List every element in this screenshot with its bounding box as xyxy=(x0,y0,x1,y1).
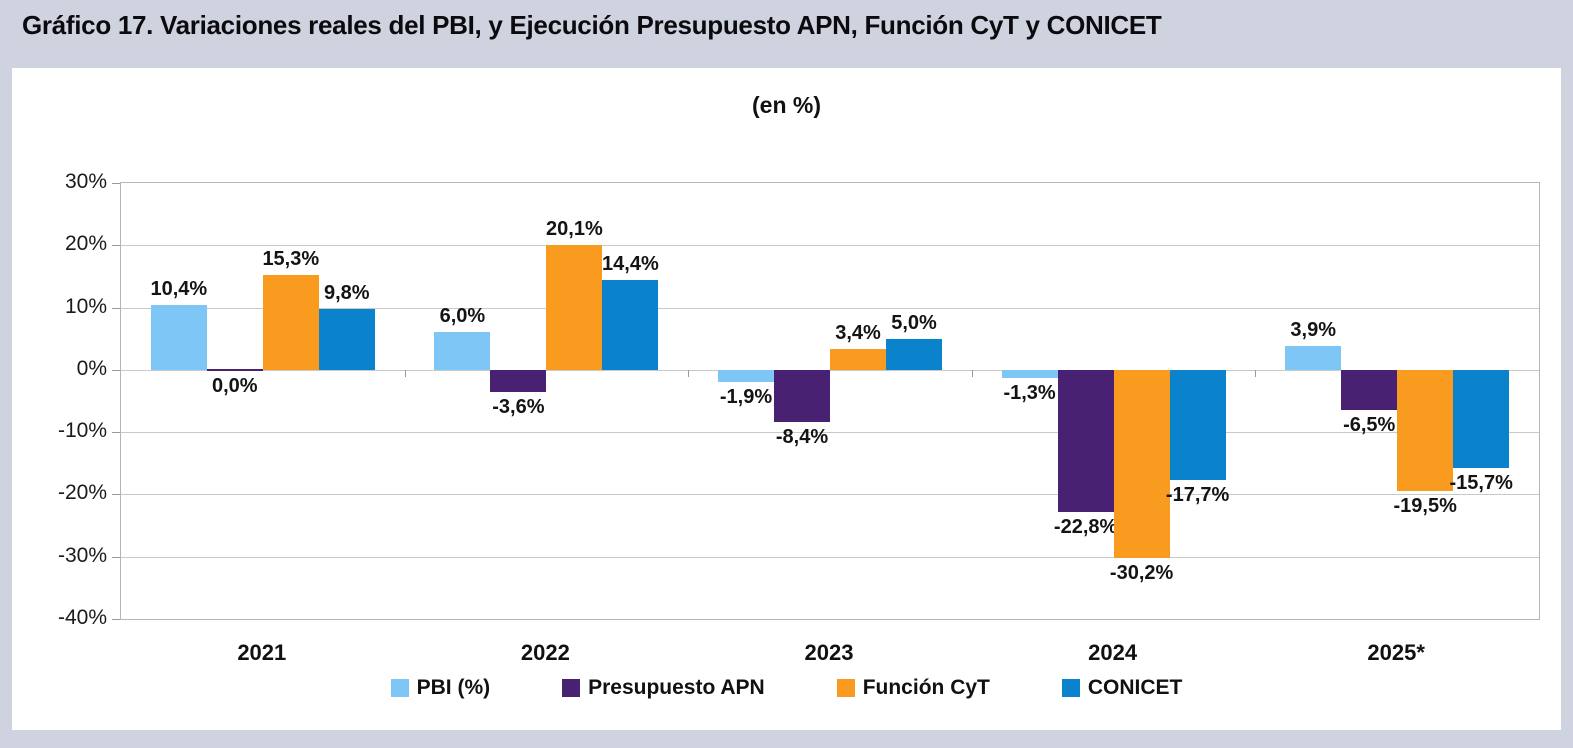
y-axis-tick xyxy=(112,183,120,184)
bar xyxy=(546,244,603,370)
bar xyxy=(1057,369,1114,512)
bar-data-label: 0,0% xyxy=(212,374,258,397)
bar xyxy=(318,308,375,370)
bar-data-label: 15,3% xyxy=(262,247,320,270)
y-axis-label: -20% xyxy=(57,481,107,505)
bar xyxy=(886,338,942,370)
y-axis-tick xyxy=(112,494,120,496)
bar-data-label: -1,9% xyxy=(719,385,773,408)
bar xyxy=(1285,345,1342,370)
x-axis-label: 2021 xyxy=(237,640,287,665)
legend-swatch xyxy=(836,679,855,697)
chart-title: Gráfico 17. Variaciones reales del PBI, … xyxy=(22,10,1162,40)
gridline xyxy=(121,307,1539,309)
legend-item: PBI (%) xyxy=(390,676,491,700)
bar-data-label: 10,4% xyxy=(150,278,208,301)
legend-swatch xyxy=(390,679,409,697)
y-axis-tick xyxy=(112,369,120,371)
x-axis-label: 2024 xyxy=(1088,640,1138,665)
plot-area: 30% 20% 10% 0% -10% -20% -30% -40% 10,4% 6,0% -1,9… xyxy=(58,170,1540,629)
y-axis-label: 20% xyxy=(64,232,107,256)
bar xyxy=(1397,369,1454,492)
bar xyxy=(718,369,774,382)
bar xyxy=(1453,369,1510,468)
y-axis-tick xyxy=(112,619,120,620)
bar xyxy=(434,332,491,370)
x-axis-label: 2023 xyxy=(804,640,854,665)
bar xyxy=(602,280,659,370)
y-axis-label: 10% xyxy=(64,294,107,318)
legend-label: Presupuesto APN xyxy=(588,676,765,699)
legend: PBI (%) Presupuesto APN Función CyT CONICET xyxy=(12,676,1561,700)
gridline xyxy=(121,556,1539,558)
gridline xyxy=(121,494,1539,496)
y-axis-label: 30% xyxy=(64,170,107,193)
bar xyxy=(830,348,886,370)
bar xyxy=(150,305,207,370)
gridline xyxy=(121,432,1539,434)
y-axis-label: -30% xyxy=(57,543,107,567)
bar xyxy=(1169,369,1226,481)
bar xyxy=(1001,369,1058,378)
y-axis-label: -10% xyxy=(57,419,107,443)
legend-swatch xyxy=(1061,679,1080,697)
y-axis-label: 0% xyxy=(76,356,107,380)
bar-data-label: -3,6% xyxy=(492,396,545,419)
bar xyxy=(262,274,319,370)
legend-item: CONICET xyxy=(1061,676,1183,700)
y-axis-tick xyxy=(112,432,120,434)
bar-data-label: 20,1% xyxy=(546,217,603,240)
bar-data-label: -8,4% xyxy=(775,426,829,449)
category-axis-tick xyxy=(971,369,973,377)
gridline xyxy=(121,245,1539,247)
legend-item: Función CyT xyxy=(836,676,990,700)
bar-data-label: -1,3% xyxy=(1003,381,1056,404)
category-axis-tick xyxy=(404,369,406,377)
y-axis-tick xyxy=(112,307,120,309)
bar xyxy=(1341,369,1398,411)
bar-data-label: -6,5% xyxy=(1343,414,1396,437)
bar xyxy=(490,369,547,393)
bar-data-label: -17,7% xyxy=(1165,484,1230,507)
legend-label: Función CyT xyxy=(862,676,990,699)
bar xyxy=(1113,369,1170,558)
bar-data-label: 14,4% xyxy=(602,253,659,276)
chart-panel: (en %) 30% 20% 10% 0% -10% -20% -30% -40% 10,4% 6… xyxy=(12,68,1561,730)
chart-subtitle: (en %) xyxy=(752,92,821,118)
y-axis-tick xyxy=(112,556,120,558)
bar-data-label: 5,0% xyxy=(891,311,937,334)
bar-data-label: -19,5% xyxy=(1393,495,1457,518)
category-axis-tick xyxy=(1255,369,1257,377)
bar-data-label: -30,2% xyxy=(1109,561,1174,584)
legend-label: CONICET xyxy=(1087,676,1183,699)
bar xyxy=(774,369,830,423)
category-axis-tick xyxy=(688,369,690,377)
y-axis-label: -40% xyxy=(57,606,107,629)
legend-label: PBI (%) xyxy=(416,676,491,699)
bar-data-label: 3,9% xyxy=(1290,318,1336,341)
legend-swatch xyxy=(562,679,581,697)
bar-data-label: 3,4% xyxy=(835,321,881,344)
bar xyxy=(206,368,263,371)
y-axis-tick xyxy=(112,245,120,247)
x-axis-label: 2022 xyxy=(520,640,570,665)
x-axis-label: 2025* xyxy=(1367,640,1425,665)
bar-data-label: 6,0% xyxy=(439,305,486,328)
legend-item: Presupuesto APN xyxy=(562,676,765,700)
bar-data-label: -15,7% xyxy=(1449,471,1513,494)
gridline xyxy=(121,369,1539,371)
bar-data-label: -22,8% xyxy=(1053,515,1118,538)
bar-data-label: 9,8% xyxy=(324,281,370,304)
